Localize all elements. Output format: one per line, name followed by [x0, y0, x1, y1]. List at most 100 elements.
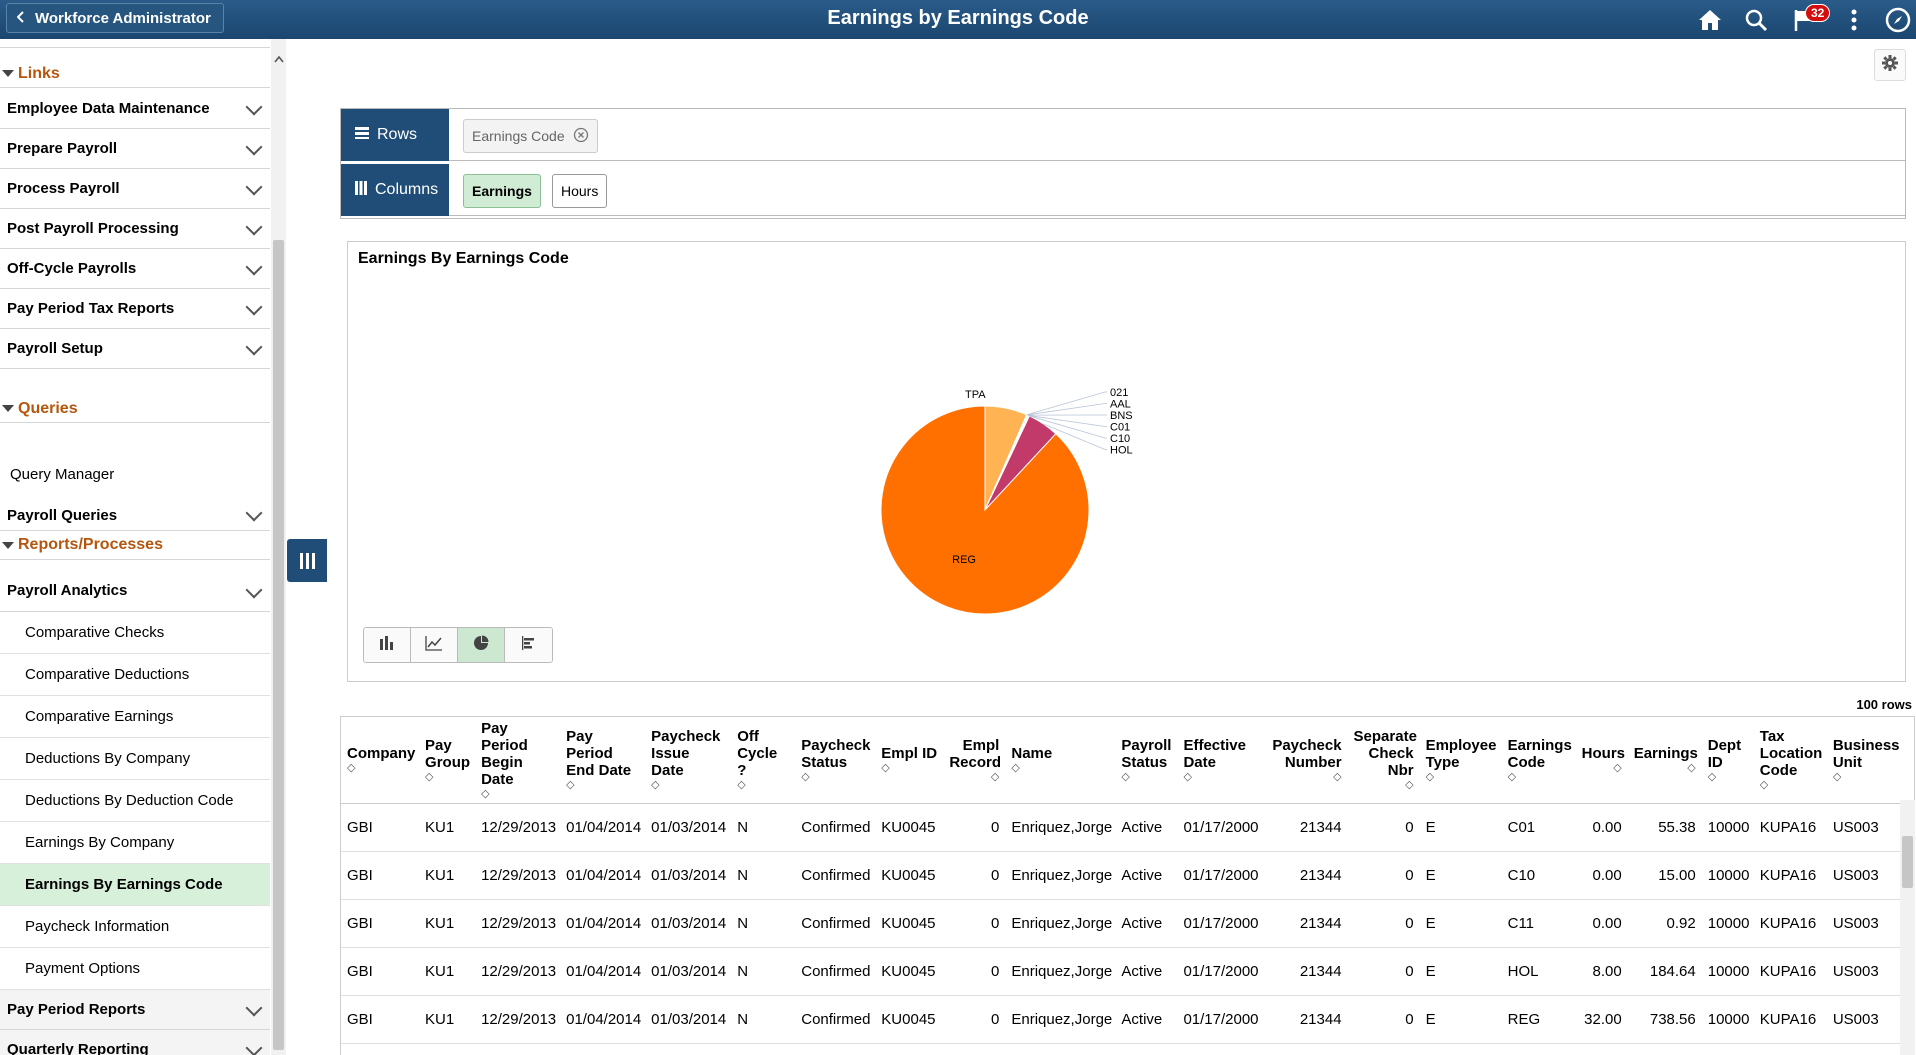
sort-icon[interactable]: ◇	[481, 787, 490, 800]
row-chip-earnings-code[interactable]: Earnings Code	[463, 119, 598, 153]
sort-icon[interactable]: ◇	[1183, 770, 1192, 783]
nav-prepare-payroll[interactable]: Prepare Payroll	[0, 129, 270, 169]
nav-post-payroll-processing[interactable]: Post Payroll Processing	[0, 209, 270, 249]
column-header-paycheck-number[interactable]: Paycheck Number ◇	[1265, 717, 1348, 804]
sort-icon[interactable]: ◇	[801, 770, 810, 783]
nav-comparative-earnings[interactable]: Comparative Earnings	[0, 696, 270, 738]
remove-circle-icon[interactable]	[573, 127, 589, 146]
column-header-off-cycle[interactable]: Off Cycle ? ◇	[731, 717, 796, 804]
panel-collapse-handle[interactable]	[287, 539, 327, 582]
sort-icon[interactable]: ◇	[1707, 770, 1717, 783]
column-chip-earnings[interactable]: Earnings	[463, 174, 541, 208]
column-header-empl-id[interactable]: Empl ID ◇	[875, 717, 944, 804]
home-icon[interactable]	[1696, 6, 1724, 34]
sort-icon[interactable]: ◇	[651, 779, 660, 792]
rows-button[interactable]: Rows	[341, 109, 449, 161]
nav-process-payroll[interactable]: Process Payroll	[0, 169, 270, 209]
nav-paycheck-information[interactable]: Paycheck Information	[0, 906, 270, 948]
table-row[interactable]: GBI KU1 12/29/2013 01/04/2014 01/03/2014 N Con…	[341, 995, 1901, 1044]
column-header-employee-type[interactable]: Employee Type ◇	[1419, 717, 1502, 804]
section-reports-processes[interactable]: Reports/Processes	[0, 530, 270, 560]
nav-payment-options[interactable]: Payment Options	[0, 948, 270, 990]
pie-chart-button[interactable]	[458, 628, 505, 662]
nav-comparative-deductions[interactable]: Comparative Deductions	[0, 654, 270, 696]
section-links[interactable]: Links	[0, 60, 270, 88]
back-button[interactable]: Workforce Administrator	[6, 3, 224, 33]
nav-pay-period-tax-reports[interactable]: Pay Period Tax Reports	[0, 289, 270, 329]
column-header-empl-record[interactable]: Empl Record ◇	[943, 717, 1006, 804]
nav-pay-period-reports[interactable]: Pay Period Reports	[0, 990, 270, 1030]
column-header-earnings-code[interactable]: Earnings Code ◇	[1501, 717, 1576, 804]
column-header-dept-id[interactable]: Dept ID ◇	[1701, 717, 1754, 804]
columns-button[interactable]: Columns	[341, 164, 449, 216]
sort-icon[interactable]: ◇	[1832, 770, 1842, 783]
column-header-payroll-status[interactable]: Payroll Status ◇	[1115, 717, 1178, 804]
table-row[interactable]: GBI KU1 12/29/2013 01/04/2014 01/03/2014 N Con…	[341, 899, 1901, 948]
sort-icon[interactable]: ◇	[1425, 770, 1435, 783]
column-header-tax-location-code[interactable]: Tax Location Code ◇	[1753, 717, 1827, 804]
sort-icon[interactable]: ◇	[881, 762, 890, 775]
sort-icon[interactable]: ◇	[990, 770, 1000, 783]
sort-icon[interactable]: ◇	[1121, 770, 1130, 783]
bar-chart-button[interactable]	[364, 628, 411, 662]
sort-icon[interactable]: ◇	[737, 779, 746, 792]
sort-icon[interactable]: ◇	[1613, 762, 1622, 775]
actions-menu-icon[interactable]	[1840, 6, 1868, 34]
nav-quarterly-reporting[interactable]: Quarterly Reporting	[0, 1030, 270, 1055]
table-cell: 0	[943, 995, 1006, 1044]
pie-slice-reg[interactable]	[880, 405, 1090, 615]
nav-deductions-by-deduction-code[interactable]: Deductions By Deduction Code	[0, 780, 270, 822]
nav-payroll-setup[interactable]: Payroll Setup	[0, 329, 270, 369]
nav-comparative-checks[interactable]: Comparative Checks	[0, 612, 270, 654]
nav-earnings-by-company[interactable]: Earnings By Company	[0, 822, 270, 864]
nav-query-manager[interactable]: Query Manager	[10, 465, 115, 483]
table-cell: N	[731, 851, 796, 900]
nav-payroll-analytics[interactable]: Payroll Analytics	[0, 570, 270, 612]
horizontal-bar-chart-button[interactable]	[505, 628, 552, 662]
column-header-pay-period-end-date[interactable]: Pay Period End Date ◇	[560, 717, 646, 804]
navbar-compass-icon[interactable]	[1884, 6, 1912, 34]
sort-icon[interactable]: ◇	[425, 770, 434, 783]
chevron-down-icon	[245, 581, 263, 599]
nav-off-cycle-payrolls[interactable]: Off-Cycle Payrolls	[0, 249, 270, 289]
column-header-paycheck-issue-date[interactable]: Paycheck Issue Date ◇	[645, 717, 732, 804]
scroll-up-arrow-icon[interactable]	[272, 52, 286, 66]
sort-icon[interactable]: ◇	[1759, 779, 1769, 792]
table-cell: KU1	[419, 899, 476, 948]
sort-icon[interactable]: ◇	[1011, 762, 1020, 775]
nav-employee-data-maintenance[interactable]: Employee Data Maintenance	[0, 89, 270, 129]
column-header-company[interactable]: Company ◇	[341, 717, 420, 804]
grid-scroll-thumb[interactable]	[1902, 836, 1913, 888]
nav-deductions-by-company[interactable]: Deductions By Company	[0, 738, 270, 780]
column-header-paycheck-status[interactable]: Paycheck Status ◇	[795, 717, 876, 804]
column-chip-hours[interactable]: Hours	[552, 174, 608, 208]
column-header-pay-period-begin-date[interactable]: Pay Period Begin Date ◇	[475, 717, 561, 804]
nav-earnings-by-earnings-code[interactable]: Earnings By Earnings Code	[0, 864, 270, 906]
sidebar-scroll-thumb[interactable]	[273, 240, 284, 1050]
column-header-pay-group[interactable]: Pay Group ◇	[419, 717, 476, 804]
nav-payroll-queries[interactable]: Payroll Queries	[0, 495, 270, 535]
column-header-business-unit[interactable]: Business Unit ◇	[1826, 717, 1901, 804]
table-cell: 184.64	[1627, 947, 1702, 996]
column-header-hours[interactable]: Hours ◇	[1575, 717, 1628, 804]
table-row[interactable]: GBI KU1 12/29/2013 01/04/2014 01/03/2014 N Con…	[341, 803, 1901, 852]
chart-type-selector	[363, 627, 553, 663]
search-icon[interactable]	[1742, 6, 1770, 34]
table-cell: US003	[1826, 803, 1901, 852]
table-row[interactable]: GBI KU1 12/29/2013 01/04/2014 01/03/2014 N Con…	[341, 851, 1901, 900]
sort-icon[interactable]: ◇	[566, 779, 575, 792]
sort-icon[interactable]: ◇	[347, 762, 356, 775]
settings-gear-button[interactable]	[1874, 49, 1906, 81]
column-header-effective-date[interactable]: Effective Date ◇	[1177, 717, 1266, 804]
column-header-earnings[interactable]: Earnings ◇	[1627, 717, 1702, 804]
sort-icon[interactable]: ◇	[1507, 770, 1517, 783]
section-queries[interactable]: Queries	[0, 395, 270, 423]
sort-icon[interactable]: ◇	[1333, 770, 1342, 783]
column-header-separate-check-nbr[interactable]: Separate Check Nbr ◇	[1347, 717, 1420, 804]
line-chart-button[interactable]	[411, 628, 458, 662]
sort-icon[interactable]: ◇	[1405, 779, 1414, 792]
column-header-name[interactable]: Name ◇	[1005, 717, 1116, 804]
table-row[interactable]: GBI KU1 12/29/2013 01/04/2014 01/03/2014 N Con…	[341, 947, 1901, 996]
sort-icon[interactable]: ◇	[1687, 762, 1696, 775]
